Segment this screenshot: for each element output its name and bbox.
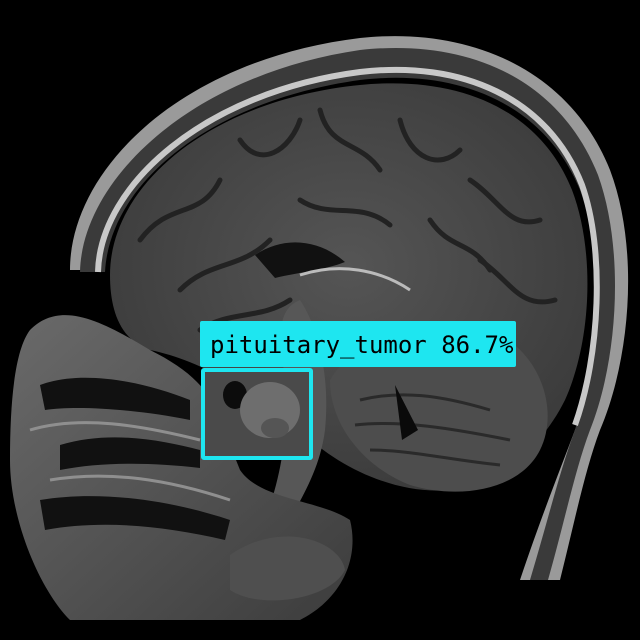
scalp-outline: [70, 36, 629, 581]
detection-label: pituitary_tumor 86.7%: [200, 321, 516, 367]
detection-class-label: pituitary_tumor: [210, 331, 427, 359]
detection-confidence: 86.7%: [441, 331, 514, 359]
detection-bounding-box: [201, 368, 313, 460]
